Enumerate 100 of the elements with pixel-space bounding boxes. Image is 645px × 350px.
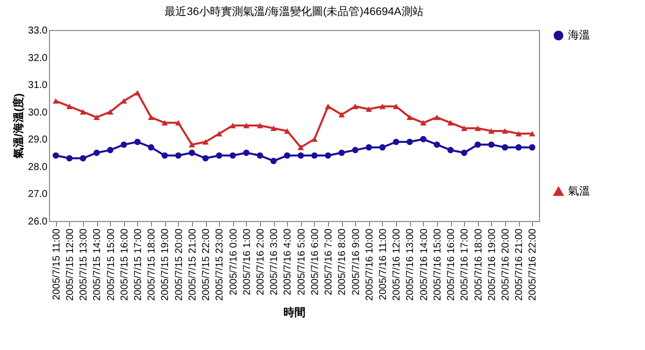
point [502,144,508,150]
x-tick-label: 2005/7/16 9:00 [350,228,362,296]
point [488,128,495,134]
y-tick-label: 32.0 [28,52,48,64]
x-tick-label: 2005/7/15 20:00 [174,228,185,301]
x-tick-label: 2005/7/16 11:00 [378,228,389,300]
x-tick-label: 2005/7/16 8:00 [337,228,348,296]
point [379,144,386,150]
x-tick-label: 2005/7/16 21:00 [514,228,526,301]
point [216,130,222,136]
point [406,138,413,146]
point [256,122,264,128]
point [366,144,372,150]
x-tick-label: 2005/7/15 22:00 [201,228,212,301]
x-tick-label: 2005/7/16 13:00 [405,228,416,301]
point [162,120,168,126]
point [134,90,141,96]
point [162,152,168,159]
point [420,136,426,142]
point [66,155,73,162]
x-tick-label: 2005/7/16 7:00 [324,228,335,296]
y-tick-label: 26.0 [28,216,48,228]
x-tick-label: 2005/7/15 13:00 [78,228,90,301]
point [338,150,345,156]
y-axis-title: 氣溫/海溫(度) [12,92,26,160]
point [270,125,277,131]
x-tick-label: 2005/7/15 16:00 [119,228,130,301]
x-tick-label: 2005/7/16 6:00 [310,228,321,296]
x-tick-label: 2005/7/15 23:00 [214,228,226,301]
point [352,146,358,154]
point [80,109,86,115]
point [230,122,236,128]
point [188,150,196,156]
point [515,130,522,136]
x-tick-label: 2005/7/16 14:00 [418,228,430,301]
y-tick-label: 28.0 [28,162,48,173]
point [311,152,318,159]
chart-title: 最近36小時實測氣溫/海溫變化圖(未品管)46694A測站 [164,5,424,18]
point [434,114,440,120]
y-tick-label: 33.0 [28,26,48,36]
x-tick-label: 2005/7/16 5:00 [296,228,308,296]
y-tick-label: 27.0 [28,189,48,200]
point [474,141,481,148]
point [120,141,128,148]
x-tick-label: 2005/7/15 15:00 [106,228,117,301]
point [148,114,154,120]
point [392,138,400,146]
x-tick-label: 2005/7/16 19:00 [486,228,498,301]
point [311,136,318,142]
x-tick-label: 2005/7/16 12:00 [392,228,403,301]
point [366,106,372,112]
point [474,125,481,131]
x-tick-label: 2005/7/16 22:00 [528,228,539,301]
point [230,152,236,159]
point [216,152,222,159]
point [324,152,332,159]
y-tick-label: 29.0 [28,134,48,146]
point [447,120,454,126]
point [66,104,73,110]
point [284,152,290,159]
x-tick-label: 2005/7/15 14:00 [92,228,104,301]
point [352,104,358,110]
x-tick-label: 2005/7/15 21:00 [187,228,198,301]
point [284,128,290,134]
legend-label: 氣溫 [568,186,590,198]
x-tick-label: 2005/7/15 11:00 [51,228,62,300]
point [243,122,250,128]
point [188,142,196,148]
point [420,120,426,126]
point [120,98,128,104]
point [93,150,100,156]
x-tick-label: 2005/7/16 10:00 [364,228,376,301]
y-tick-label: 31.0 [28,80,48,92]
point [52,152,59,159]
x-tick-label: 2005/7/15 19:00 [160,228,172,301]
x-tick-label: 2005/7/16 0:00 [228,228,240,296]
y-tick-label: 30.0 [28,107,48,118]
point [175,152,182,159]
x-tick-label: 2005/7/16 17:00 [460,228,471,301]
point [338,112,345,118]
point [460,150,468,156]
point [392,104,400,110]
point [52,98,59,104]
point [406,114,413,120]
point [529,144,536,150]
point [298,152,304,159]
point [243,150,250,156]
x-tick-label: 2005/7/16 16:00 [446,228,458,301]
point [434,141,440,148]
x-tick-label: 2005/7/16 4:00 [282,228,294,296]
point [324,104,332,110]
point [379,104,386,110]
x-tick-label: 2005/7/15 18:00 [146,228,158,301]
point [107,146,114,154]
x-tick-label: 2005/7/16 1:00 [242,228,253,296]
point [298,144,304,150]
point [202,139,209,145]
point [270,158,277,164]
point [134,138,141,146]
point [256,152,264,159]
